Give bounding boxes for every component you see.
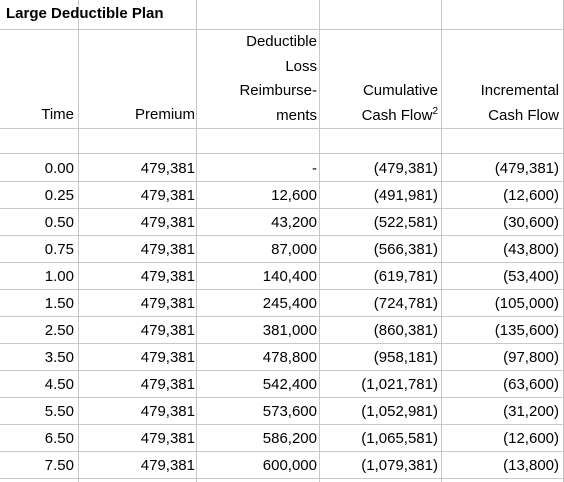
- cell-premium: 479,381: [140, 214, 195, 231]
- cell-time: 1.50: [44, 295, 74, 312]
- cell-cumulative: (522,581): [373, 214, 438, 231]
- row-divider: [0, 262, 564, 263]
- cell-time: 3.50: [44, 349, 74, 366]
- row-divider: [0, 451, 564, 452]
- cell-time: 4.50: [44, 376, 74, 393]
- cell-incremental: (63,600): [503, 376, 559, 393]
- header-deductible-line2: Loss: [285, 57, 317, 75]
- cell-premium: 479,381: [140, 322, 195, 339]
- header-premium: Premium: [134, 106, 195, 123]
- cell-cumulative: (860,381): [373, 322, 438, 339]
- row-divider: [0, 181, 564, 182]
- cell-cumulative: (1,079,381): [361, 457, 438, 474]
- cell-reimb: 586,200: [262, 430, 317, 447]
- cell-reimb: 573,600: [262, 403, 317, 420]
- header-time: Time: [41, 106, 74, 123]
- column-divider: [78, 0, 79, 482]
- cell-incremental: (105,000): [494, 295, 559, 312]
- cell-premium: 479,381: [140, 457, 195, 474]
- row-divider: [0, 29, 564, 30]
- cell-reimb: 381,000: [262, 322, 317, 339]
- cell-premium: 479,381: [140, 430, 195, 447]
- column-divider: [319, 0, 320, 482]
- sheet-title: Large Deductible Plan: [6, 5, 164, 22]
- cell-incremental: (43,800): [503, 241, 559, 258]
- row-divider: [0, 397, 564, 398]
- cell-premium: 479,381: [140, 268, 195, 285]
- cell-reimb: 542,400: [262, 376, 317, 393]
- cell-cumulative: (491,981): [373, 187, 438, 204]
- cell-time: 6.50: [44, 430, 74, 447]
- cell-time: 0.75: [44, 241, 74, 258]
- cell-reimb: 87,000: [271, 241, 317, 258]
- cell-time: 1.00: [44, 268, 74, 285]
- cell-reimb: 600,000: [262, 457, 317, 474]
- row-divider: [0, 235, 564, 236]
- row-divider: [0, 478, 564, 479]
- header-deductible-line3: Reimburse-: [239, 82, 317, 99]
- cell-premium: 479,381: [140, 160, 195, 177]
- row-divider: [0, 424, 564, 425]
- row-divider: [0, 289, 564, 290]
- cell-premium: 479,381: [140, 187, 195, 204]
- cell-incremental: (31,200): [503, 403, 559, 420]
- cell-reimb: 43,200: [271, 214, 317, 231]
- cell-time: 7.50: [44, 457, 74, 474]
- cell-cumulative: (1,065,581): [361, 430, 438, 447]
- row-divider: [0, 153, 564, 154]
- cell-reimb: 245,400: [262, 295, 317, 312]
- row-divider: [0, 128, 564, 129]
- row-divider: [0, 370, 564, 371]
- header-cumulative-text: Cash Flow: [361, 106, 433, 124]
- cell-time: 2.50: [44, 322, 74, 339]
- cell-reimb: 478,800: [262, 349, 317, 366]
- footnote-marker: 2: [432, 105, 438, 117]
- cell-incremental: (479,381): [494, 160, 559, 177]
- row-divider: [0, 343, 564, 344]
- cell-reimb: -: [312, 160, 317, 177]
- cell-reimb: 140,400: [262, 268, 317, 285]
- cell-premium: 479,381: [140, 403, 195, 420]
- cell-cumulative: (1,052,981): [361, 403, 438, 420]
- cell-time: 0.00: [44, 160, 74, 177]
- cell-cumulative: (566,381): [373, 241, 438, 258]
- cell-incremental: (12,600): [503, 430, 559, 447]
- cell-cumulative: (724,781): [373, 295, 438, 312]
- cell-incremental: (12,600): [503, 187, 559, 204]
- cell-incremental: (13,800): [503, 457, 559, 474]
- header-deductible-line4: ments: [276, 106, 317, 124]
- cell-premium: 479,381: [140, 241, 195, 258]
- header-incremental-line1: Incremental: [480, 82, 559, 99]
- cell-cumulative: (958,181): [373, 349, 438, 366]
- cell-incremental: (135,600): [494, 322, 559, 339]
- cell-time: 0.25: [44, 187, 74, 204]
- cell-premium: 479,381: [140, 349, 195, 366]
- header-cumulative-line1: Cumulative: [362, 82, 438, 99]
- cell-time: 5.50: [44, 403, 74, 420]
- row-divider: [0, 208, 564, 209]
- column-divider: [441, 0, 442, 482]
- cell-time: 0.50: [44, 214, 74, 231]
- cell-cumulative: (479,381): [373, 160, 438, 177]
- cell-premium: 479,381: [140, 295, 195, 312]
- row-divider: [0, 316, 564, 317]
- cell-incremental: (97,800): [503, 349, 559, 366]
- cell-cumulative: (1,021,781): [361, 376, 438, 393]
- header-deductible-line1: Deductible: [246, 33, 317, 50]
- cell-reimb: 12,600: [271, 187, 317, 204]
- cell-incremental: (53,400): [503, 268, 559, 285]
- cell-incremental: (30,600): [503, 214, 559, 231]
- header-incremental-line2: Cash Flow: [488, 106, 559, 124]
- header-cumulative-line2: Cash Flow2: [362, 104, 438, 129]
- cell-premium: 479,381: [140, 376, 195, 393]
- cell-cumulative: (619,781): [373, 268, 438, 285]
- column-divider: [196, 0, 197, 482]
